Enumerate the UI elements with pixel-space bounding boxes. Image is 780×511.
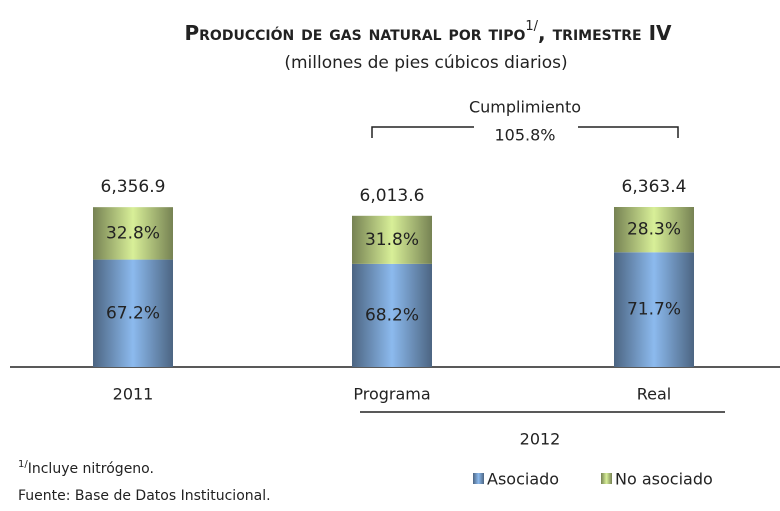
footnote-text: Incluye nitrógeno.: [28, 461, 154, 477]
chart-title: Producción de gas natural por tipo1/, tr…: [184, 19, 672, 45]
annotation-label: Cumplimiento: [469, 98, 581, 117]
legend-swatch: [473, 473, 484, 484]
annotation-bracket: [371, 126, 679, 138]
bar-segment: [93, 207, 173, 260]
value-label: 28.3%: [627, 220, 681, 240]
x-tick-label: 2011: [113, 385, 154, 404]
legend-swatch: [601, 473, 612, 484]
bar-segment: [352, 263, 432, 367]
title-suffix: , trimestre IV: [538, 21, 672, 45]
source: Fuente: Base de Datos Institucional.: [18, 488, 271, 504]
bar-segment: [352, 215, 432, 264]
value-label: 68.2%: [365, 305, 419, 325]
footnote: 1/Incluye nitrógeno.: [18, 459, 154, 477]
bar-segment: [614, 252, 694, 367]
group-label: 2012: [520, 430, 561, 449]
annotation-value: 105.8%: [494, 126, 555, 145]
bar-segment: [614, 207, 694, 253]
bar-segment: [93, 259, 173, 367]
legend-label: No asociado: [615, 470, 713, 489]
footnote-mark: 1/: [18, 459, 28, 470]
value-label: 71.7%: [627, 300, 681, 320]
legend-label: Asociado: [487, 470, 559, 489]
x-tick-label: Real: [637, 385, 672, 404]
total-label: 6,363.4: [622, 177, 687, 197]
subtitle: (millones de pies cúbicos diarios): [284, 53, 567, 73]
title-note: 1/: [525, 19, 538, 34]
total-label: 6,013.6: [360, 186, 425, 206]
title-text: Producción de gas natural por tipo: [184, 21, 525, 45]
value-label: 67.2%: [106, 303, 160, 323]
value-label: 32.8%: [106, 223, 160, 243]
total-label: 6,356.9: [101, 177, 166, 197]
x-tick-label: Programa: [353, 385, 430, 404]
value-label: 31.8%: [365, 230, 419, 250]
